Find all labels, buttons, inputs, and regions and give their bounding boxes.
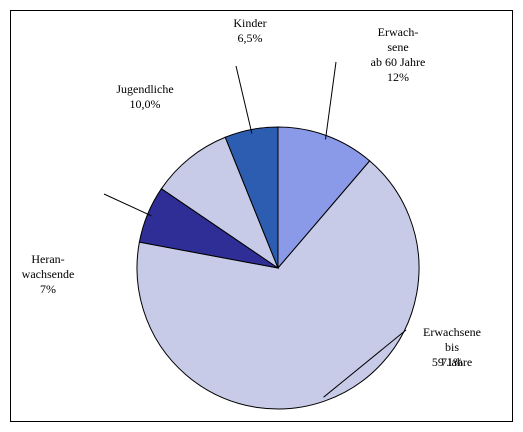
slice-label: Erwachsene bis 59 Jahre [423, 325, 481, 369]
slice-value-label: 12% [387, 70, 409, 84]
pie-slice [277, 126, 371, 270]
leader-line [323, 329, 407, 398]
pie-slice [160, 136, 280, 270]
slice-label: Heran- wachsende [21, 252, 75, 281]
slice-value-label: 10,0% [129, 97, 161, 111]
slice-label: Jugendliche [116, 82, 174, 96]
slice-value-label: 6,5% [237, 31, 263, 45]
leader-line [324, 61, 337, 140]
slice-value-label: 7% [40, 282, 56, 296]
leader-line [235, 65, 253, 134]
slice-label: Erwach- sene ab 60 Jahre [370, 25, 426, 69]
slice-value-label: 71% [441, 355, 463, 369]
pie-slice [136, 160, 420, 410]
leader-line [103, 193, 152, 217]
slice-label: Kinder [233, 16, 267, 30]
